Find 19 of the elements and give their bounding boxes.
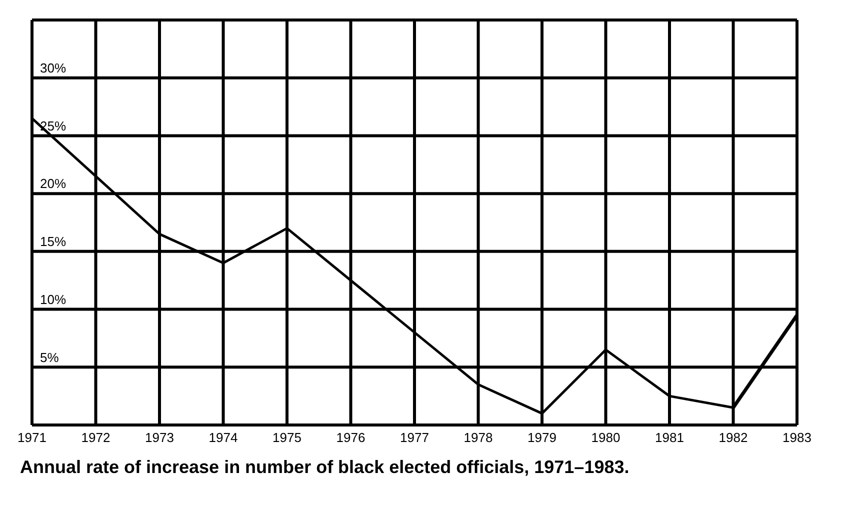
x-tick-label: 1976 [336, 430, 366, 446]
x-tick-label: 1971 [18, 430, 46, 446]
y-tick-label: 10% [40, 292, 66, 307]
x-tick-label: 1975 [272, 430, 302, 446]
x-tick-label: 1973 [145, 430, 174, 446]
x-tick-label: 1983 [782, 430, 812, 446]
x-tick-label: 1978 [464, 430, 493, 446]
x-tick-label: 1974 [208, 430, 238, 446]
x-tick-label: 1979 [528, 430, 556, 446]
y-tick-label: 30% [40, 60, 66, 76]
text: Annual rate of increase in number of black elected officials, 1971–1983. [20, 457, 630, 478]
x-tick-label: 1977 [400, 430, 429, 446]
y-tick-label: 5% [40, 350, 60, 365]
y-tick-label: 20% [40, 176, 66, 192]
x-tick-label: 1982 [718, 430, 748, 446]
x-tick-label: 1972 [81, 430, 110, 446]
x-tick-label: 1980 [591, 430, 620, 446]
y-tick-label: 15% [40, 234, 66, 250]
x-tick-label: 1981 [655, 430, 684, 446]
